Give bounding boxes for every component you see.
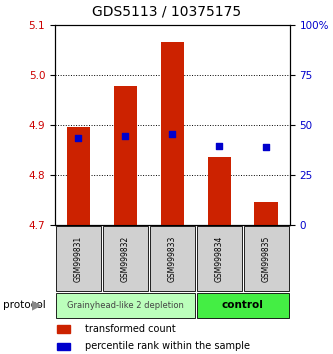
Bar [57,325,70,333]
Bar [57,343,70,350]
Bar [56,226,101,291]
Point [76,136,81,141]
Text: percentile rank within the sample: percentile rank within the sample [86,341,250,351]
Text: GSM999835: GSM999835 [262,235,271,282]
Bar [254,202,278,225]
Text: transformed count: transformed count [86,324,176,333]
Bar [207,157,231,225]
Text: control: control [222,300,264,310]
Text: GSM999834: GSM999834 [215,235,224,282]
Text: protocol: protocol [3,300,46,310]
Text: GSM999831: GSM999831 [74,235,83,281]
Bar [197,226,242,291]
Text: GDS5113 / 10375175: GDS5113 / 10375175 [92,4,241,18]
Text: GSM999832: GSM999832 [121,235,130,281]
Bar [244,226,289,291]
Text: GSM999833: GSM999833 [168,235,177,282]
Point [123,133,128,139]
Bar [67,127,90,225]
Bar [56,293,195,318]
Text: ▶: ▶ [32,299,41,312]
Bar [150,226,195,291]
Bar [197,293,289,318]
Bar [114,86,137,225]
Bar [103,226,148,291]
Bar [161,42,184,225]
Text: Grainyhead-like 2 depletion: Grainyhead-like 2 depletion [67,301,184,310]
Point [264,144,269,150]
Point [217,143,222,149]
Point [170,131,175,137]
